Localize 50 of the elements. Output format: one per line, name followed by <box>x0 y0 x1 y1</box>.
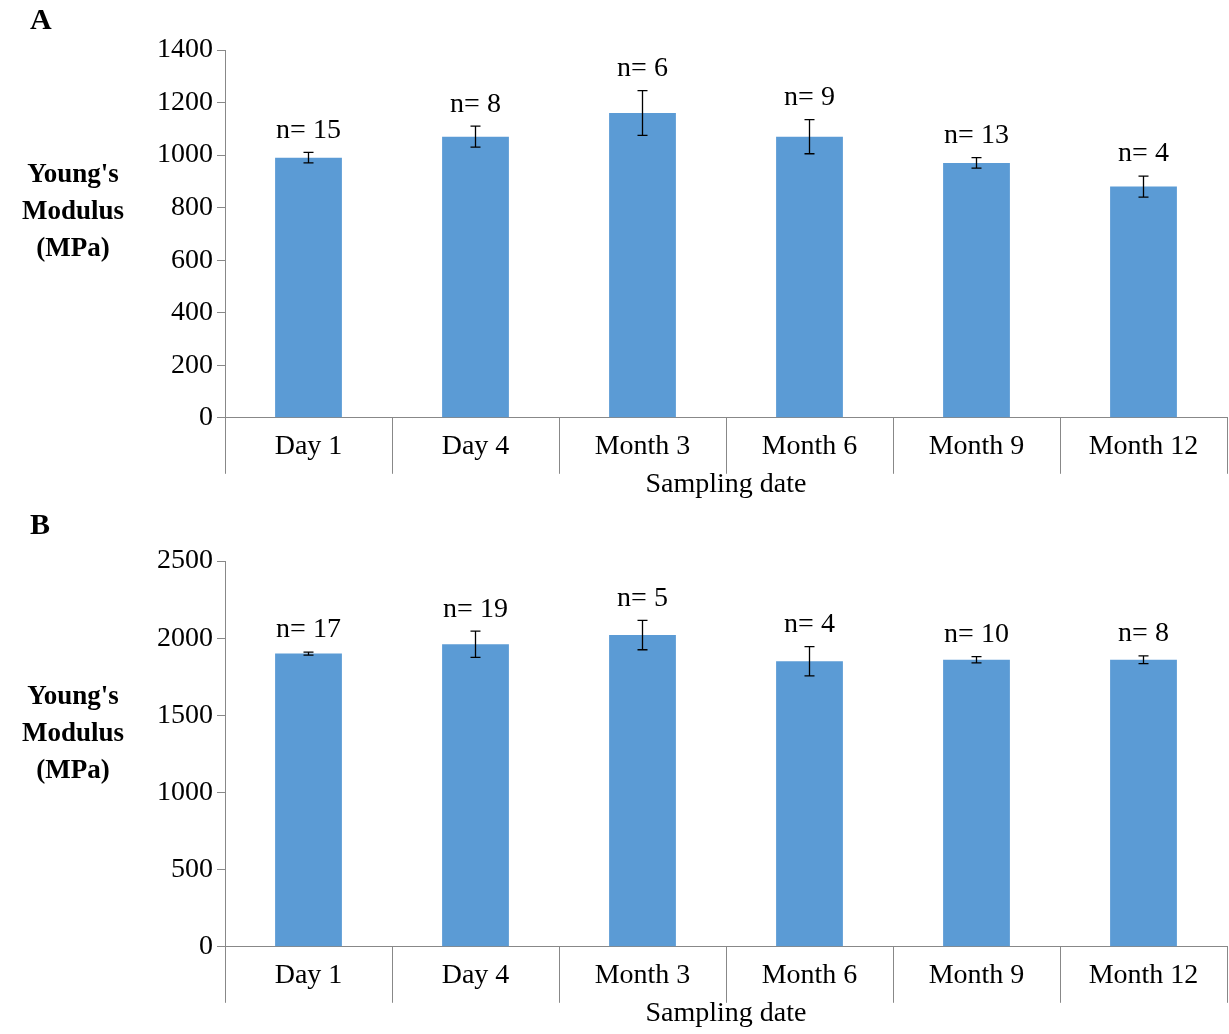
y-tick-label: 1000 <box>157 137 213 169</box>
x-tick-label: Day 1 <box>274 957 343 989</box>
annotation: n= 8 <box>1118 616 1169 648</box>
y-tick-label: 0 <box>199 400 213 432</box>
annotation: n= 8 <box>450 86 501 118</box>
y-tick-label: 0 <box>199 929 213 961</box>
annotation: n= 4 <box>1118 136 1169 168</box>
y-axis-title: Young's Modulus (MPa) <box>20 157 125 264</box>
annotation: n= 5 <box>617 580 668 612</box>
annotation: n= 4 <box>784 607 835 639</box>
bar <box>609 113 676 418</box>
x-tick-label: Month 6 <box>761 957 858 989</box>
x-tick-label: Month 12 <box>1088 428 1199 460</box>
annotation: n= 6 <box>617 51 668 83</box>
y-tick-label: 600 <box>171 242 213 274</box>
x-tick-label: Month 6 <box>761 428 858 460</box>
bar <box>442 136 509 418</box>
text: A <box>30 2 52 36</box>
x-tick-label: Month 9 <box>928 428 1025 460</box>
x-axis-title: Sampling date <box>645 466 807 498</box>
x-tick-label: Month 9 <box>928 957 1025 989</box>
bar <box>1110 186 1177 418</box>
annotation: n= 17 <box>276 612 341 644</box>
annotation: n= 10 <box>944 617 1009 649</box>
text: B <box>30 507 51 541</box>
x-tick-label: Month 3 <box>594 428 691 460</box>
annotation: n= 9 <box>784 79 835 111</box>
y-tick-label: 2000 <box>157 620 213 652</box>
y-tick-label: 1200 <box>157 84 213 116</box>
x-tick-label: Month 3 <box>594 957 691 989</box>
y-tick-label: 2500 <box>157 543 213 575</box>
bar <box>275 157 342 418</box>
y-tick-label: 1000 <box>157 774 213 806</box>
x-axis-title: Sampling date <box>645 995 807 1027</box>
y-tick-label: 200 <box>171 347 213 379</box>
y-tick-label: 1500 <box>157 697 213 729</box>
annotation: n= 19 <box>443 591 508 623</box>
y-tick-label: 1400 <box>157 32 213 64</box>
y-tick-label: 500 <box>171 852 213 883</box>
annotation: n= 15 <box>276 112 341 144</box>
y-tick-label: 400 <box>171 295 213 327</box>
x-tick-label: Day 4 <box>441 957 510 989</box>
bar <box>776 136 843 418</box>
annotation: n= 13 <box>944 118 1009 150</box>
y-axis-title: Young's Modulus (MPa) <box>20 679 125 786</box>
x-tick-label: Day 1 <box>274 428 343 460</box>
y-tick-label: 800 <box>171 189 213 221</box>
x-tick-label: Month 12 <box>1088 957 1199 989</box>
x-tick-label: Day 4 <box>441 428 510 460</box>
bar <box>943 162 1010 418</box>
